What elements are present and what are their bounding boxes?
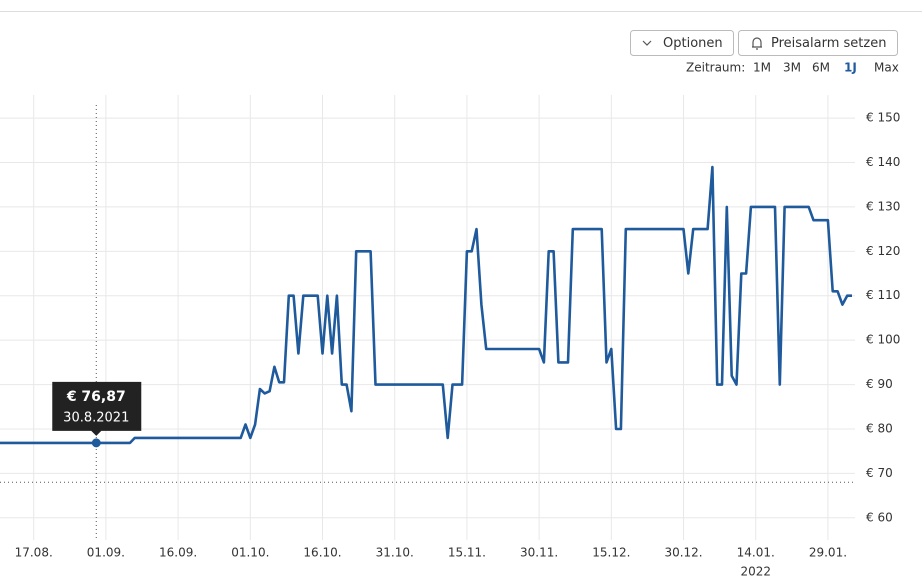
chevron-icon [642,40,652,46]
y-tick-label: € 70 [866,466,893,480]
y-tick-label: € 130 [866,199,900,213]
y-tick-label: € 90 [866,377,893,391]
x-year-label: 2022 [740,565,771,579]
tooltip-box [52,381,142,436]
period-label: Zeitraum: [686,61,745,75]
y-tick-label: € 60 [866,510,893,524]
y-tick-label: € 120 [866,244,900,258]
button-frame[interactable] [738,30,898,56]
alert-button[interactable]: Preisalarm setzen [738,30,898,56]
y-tick-label: € 140 [866,155,900,169]
x-tick-label: 15.12. [592,546,630,560]
x-tick-label: 17.08. [15,546,53,560]
button-label[interactable]: Preisalarm setzen [771,36,886,51]
x-tick-label: 31.10. [376,546,414,560]
button-label[interactable]: Optionen [663,36,723,51]
x-tick-label: 14.01. [737,546,775,560]
options-button[interactable]: Optionen [630,30,734,56]
x-tick-label: 01.10. [231,546,269,560]
x-tick-label: 30.12. [664,546,702,560]
x-tick-label: 01.09. [87,546,125,560]
x-tick-label: 29.01. [809,546,847,560]
period-option[interactable]: 3M [783,61,801,75]
y-tick-label: € 150 [866,111,900,125]
x-tick-label: 16.09. [159,546,197,560]
x-tick-label: 15.11. [448,546,486,560]
period-option[interactable]: 1J [844,61,857,75]
period-option[interactable]: Max [874,61,899,75]
tooltip: € 76,87 30.8.2021 [52,381,142,436]
y-tick-label: € 80 [866,421,893,435]
x-tick-label: 16.10. [303,546,341,560]
bell-icon [752,37,762,50]
period-option[interactable]: 6M [812,61,830,75]
y-tick-label: € 110 [866,288,900,302]
period-option[interactable]: 1M [753,61,771,75]
button-frame[interactable] [630,30,734,56]
hover-point [91,438,101,448]
x-tick-label: 30.11. [520,546,558,560]
y-tick-label: € 100 [866,333,900,347]
price-line [0,165,852,445]
tooltip-value: € 76,87 [66,389,126,405]
tooltip-date: 30.8.2021 [63,410,129,425]
